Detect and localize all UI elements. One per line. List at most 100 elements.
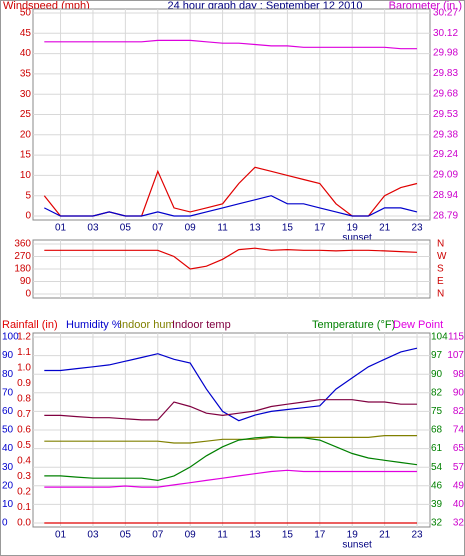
y3-tick-label: 0.9 bbox=[17, 378, 31, 389]
y-tick-label: 50 bbox=[20, 8, 32, 19]
y2-tick-label: 90 bbox=[453, 387, 465, 398]
legend-entry: Temperature (°F) bbox=[312, 319, 395, 331]
y-tick-label: 25 bbox=[20, 109, 32, 120]
y3-tick-label: 0.6 bbox=[17, 425, 31, 436]
y2-tick-label: 30.12 bbox=[433, 28, 458, 39]
y2-tick-label: N bbox=[437, 239, 444, 250]
y2-tick-label: 28.79 bbox=[433, 211, 458, 222]
x-tick-label: 03 bbox=[87, 530, 99, 541]
y-tick-label: 0 bbox=[25, 211, 31, 222]
y3-tick-label: 0.8 bbox=[17, 394, 31, 405]
series-line bbox=[44, 39, 417, 50]
y2-tick-label: E bbox=[437, 276, 444, 287]
y-tick-label: 10 bbox=[2, 499, 14, 510]
x-tick-label: 19 bbox=[347, 223, 359, 234]
y4-tick-label: 46 bbox=[431, 480, 443, 491]
y-tick-label: 180 bbox=[14, 264, 31, 275]
y2-axis-label: Barometer (in.) bbox=[389, 0, 462, 12]
y3-tick-label: 0.4 bbox=[17, 456, 31, 467]
y2-tick-label: S bbox=[437, 264, 444, 275]
y2-tick-label: 65 bbox=[453, 443, 465, 454]
x-tick-label: 11 bbox=[217, 530, 228, 541]
x-tick-label: 15 bbox=[282, 223, 294, 234]
legend-entry: Humidity % bbox=[66, 319, 122, 331]
x-tick-label: 01 bbox=[55, 530, 67, 541]
x-tick-label: 01 bbox=[55, 223, 67, 234]
y4-tick-label: 104 bbox=[431, 332, 448, 343]
y-tick-label: 10 bbox=[20, 170, 32, 181]
y-tick-label: 70 bbox=[2, 387, 14, 398]
x-tick-label: 19 bbox=[347, 530, 359, 541]
x-tick-label: 11 bbox=[217, 223, 228, 234]
x-tick-label: 21 bbox=[379, 530, 391, 541]
y4-tick-label: 90 bbox=[431, 369, 443, 380]
legend-entry: Rainfall (in) bbox=[2, 319, 58, 331]
x-tick-label: 07 bbox=[152, 530, 164, 541]
legend-entry: Dew Point bbox=[393, 319, 443, 331]
y2-tick-label: 29.68 bbox=[433, 89, 458, 100]
y4-tick-label: 82 bbox=[431, 387, 443, 398]
y-axis-label: Windspeed (mph) bbox=[3, 0, 90, 12]
y2-tick-label: 74 bbox=[453, 425, 465, 436]
y-tick-label: 30 bbox=[2, 462, 14, 473]
x-tick-label: 23 bbox=[411, 223, 423, 234]
series-line bbox=[44, 469, 417, 488]
x-tick-label: 13 bbox=[249, 530, 261, 541]
y-tick-label: 35 bbox=[20, 69, 32, 80]
y-tick-label: 20 bbox=[20, 129, 32, 140]
y3-tick-label: 1.2 bbox=[17, 332, 31, 343]
y2-tick-label: W bbox=[437, 251, 447, 262]
y3-tick-label: 0.3 bbox=[17, 471, 31, 482]
x-tick-label: 21 bbox=[379, 223, 391, 234]
series-line bbox=[44, 435, 417, 444]
y3-tick-label: 0.2 bbox=[17, 487, 31, 498]
annotation: sunset bbox=[342, 233, 372, 244]
y-tick-label: 0 bbox=[25, 289, 31, 300]
y2-tick-label: 115 bbox=[448, 332, 464, 343]
y2-tick-label: 29.09 bbox=[433, 169, 458, 180]
y-tick-label: 270 bbox=[14, 251, 31, 262]
x-tick-label: 23 bbox=[411, 530, 423, 541]
x-tick-label: 17 bbox=[314, 530, 326, 541]
x-tick-label: 05 bbox=[120, 223, 132, 234]
y3-tick-label: 1.1 bbox=[17, 347, 31, 358]
y-tick-label: 20 bbox=[2, 480, 14, 491]
y4-tick-label: 54 bbox=[431, 462, 443, 473]
y-tick-label: 100 bbox=[2, 332, 19, 343]
x-tick-label: 09 bbox=[185, 530, 197, 541]
y-tick-label: 0 bbox=[2, 518, 8, 529]
y3-tick-label: 1.0 bbox=[17, 363, 31, 374]
annotation: sunset bbox=[342, 540, 372, 551]
y4-tick-label: 68 bbox=[431, 425, 443, 436]
legend-entry: Indoor hum bbox=[119, 319, 175, 331]
y2-tick-label: 98 bbox=[453, 369, 465, 380]
y-tick-label: 90 bbox=[2, 350, 14, 361]
y-tick-label: 45 bbox=[20, 28, 32, 39]
y2-tick-label: 30.27 bbox=[433, 8, 458, 19]
y-tick-label: 80 bbox=[2, 369, 14, 380]
series-line bbox=[44, 195, 418, 217]
chart-title: 24 hour graph day : September 12 2010 bbox=[167, 0, 362, 12]
legend-entry: Indoor temp bbox=[172, 319, 231, 331]
y-tick-label: 5 bbox=[25, 190, 31, 201]
y-tick-label: 40 bbox=[2, 443, 14, 454]
y-tick-label: 60 bbox=[2, 406, 14, 417]
y4-tick-label: 97 bbox=[431, 350, 443, 361]
y2-tick-label: 32 bbox=[453, 518, 465, 529]
y4-tick-label: 61 bbox=[431, 443, 443, 454]
x-tick-label: 17 bbox=[314, 223, 326, 234]
x-tick-label: 13 bbox=[249, 223, 261, 234]
series-line bbox=[44, 399, 417, 421]
y2-tick-label: 29.38 bbox=[433, 130, 458, 141]
y3-tick-label: 0.1 bbox=[17, 502, 31, 513]
x-tick-label: 05 bbox=[120, 530, 132, 541]
y2-tick-label: 57 bbox=[453, 462, 465, 473]
y4-tick-label: 32 bbox=[431, 518, 443, 529]
y-tick-label: 30 bbox=[20, 89, 32, 100]
y2-tick-label: N bbox=[437, 289, 444, 300]
y2-tick-label: 40 bbox=[453, 499, 465, 510]
y-tick-label: 360 bbox=[14, 239, 31, 250]
y-tick-label: 50 bbox=[2, 425, 14, 436]
x-tick-label: 07 bbox=[152, 223, 164, 234]
